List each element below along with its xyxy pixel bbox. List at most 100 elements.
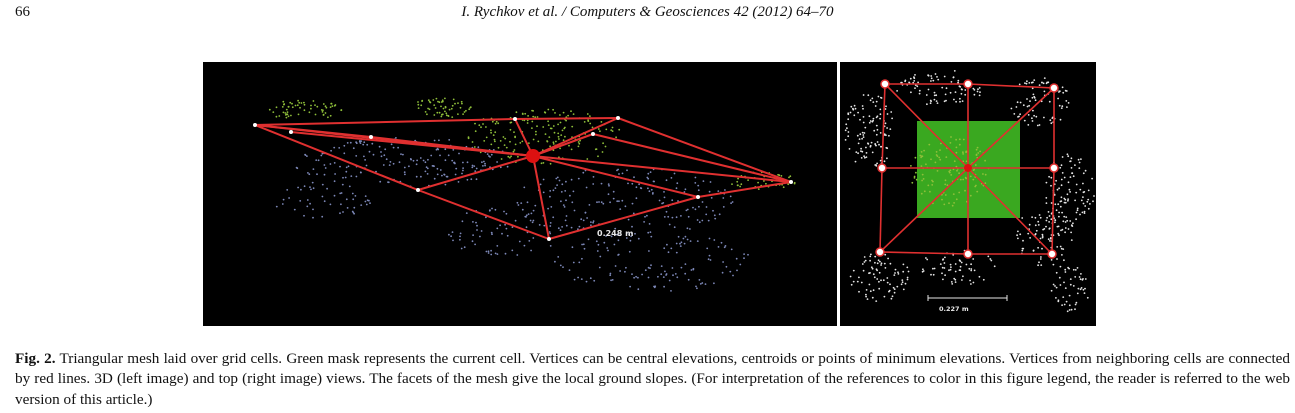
point xyxy=(581,243,583,246)
point xyxy=(466,161,469,164)
point xyxy=(433,177,436,180)
point xyxy=(852,269,855,272)
point xyxy=(1064,89,1067,92)
point xyxy=(1049,240,1051,242)
point xyxy=(869,120,872,122)
point xyxy=(1074,269,1077,271)
point xyxy=(570,226,573,229)
point xyxy=(582,219,585,222)
point xyxy=(1087,189,1090,192)
point xyxy=(869,290,872,293)
point xyxy=(1084,278,1087,280)
point xyxy=(599,255,602,258)
point xyxy=(471,166,474,169)
point xyxy=(872,101,875,103)
point xyxy=(340,109,343,112)
point xyxy=(625,232,628,235)
point xyxy=(577,177,580,180)
point xyxy=(635,275,637,278)
point xyxy=(885,105,887,108)
point xyxy=(530,249,532,252)
point xyxy=(615,136,617,139)
point xyxy=(884,267,887,269)
point xyxy=(1062,91,1065,94)
point xyxy=(475,167,478,170)
point xyxy=(1036,124,1039,127)
point xyxy=(565,119,567,122)
point xyxy=(509,128,512,131)
point xyxy=(850,105,853,108)
point xyxy=(1069,220,1072,222)
point xyxy=(868,115,871,118)
point xyxy=(949,268,952,271)
point xyxy=(527,213,530,216)
point xyxy=(629,239,632,242)
point xyxy=(929,102,932,105)
point xyxy=(1076,267,1079,269)
mesh-edge xyxy=(532,133,594,157)
mesh-vertex xyxy=(289,130,293,134)
point xyxy=(743,253,745,256)
point xyxy=(299,106,301,109)
point xyxy=(307,172,309,174)
point xyxy=(552,189,555,192)
point xyxy=(559,264,562,267)
point xyxy=(384,148,387,151)
point xyxy=(959,100,961,103)
mesh-vertices-top xyxy=(875,79,1059,259)
mesh-edge xyxy=(254,124,419,191)
point xyxy=(872,119,874,122)
point xyxy=(611,130,614,132)
point xyxy=(684,263,687,265)
point xyxy=(710,197,713,199)
point xyxy=(979,150,981,153)
point xyxy=(444,148,447,151)
point xyxy=(958,138,961,141)
point xyxy=(1027,232,1030,235)
point xyxy=(437,148,440,151)
point xyxy=(484,162,486,165)
point xyxy=(844,139,847,141)
point xyxy=(942,258,945,260)
point xyxy=(542,191,545,194)
point xyxy=(707,219,710,222)
point xyxy=(1061,172,1064,174)
point xyxy=(369,202,371,205)
point xyxy=(495,120,498,123)
point xyxy=(472,221,474,223)
point xyxy=(1058,276,1061,279)
point xyxy=(1076,292,1079,295)
mesh-edge xyxy=(879,251,969,255)
point xyxy=(607,183,610,185)
point xyxy=(1042,228,1044,231)
point xyxy=(371,142,374,145)
point xyxy=(929,99,932,102)
point xyxy=(628,233,630,236)
point xyxy=(1030,81,1033,84)
point xyxy=(918,89,921,92)
point xyxy=(847,118,850,121)
point xyxy=(962,151,964,154)
mesh-edge xyxy=(617,117,792,183)
point xyxy=(724,245,727,247)
point xyxy=(1076,207,1079,210)
point xyxy=(294,104,297,107)
point xyxy=(490,249,492,252)
point xyxy=(317,159,320,162)
point xyxy=(528,142,530,144)
point xyxy=(962,178,965,181)
point xyxy=(696,240,699,243)
point xyxy=(581,257,583,260)
point xyxy=(577,145,580,148)
point xyxy=(864,126,867,129)
point xyxy=(345,198,348,201)
point xyxy=(440,105,442,108)
point xyxy=(509,121,512,124)
point xyxy=(402,153,404,156)
point xyxy=(961,279,963,281)
point xyxy=(440,101,443,103)
point xyxy=(482,165,484,167)
point xyxy=(696,287,698,290)
point xyxy=(321,111,324,113)
point xyxy=(707,258,710,261)
